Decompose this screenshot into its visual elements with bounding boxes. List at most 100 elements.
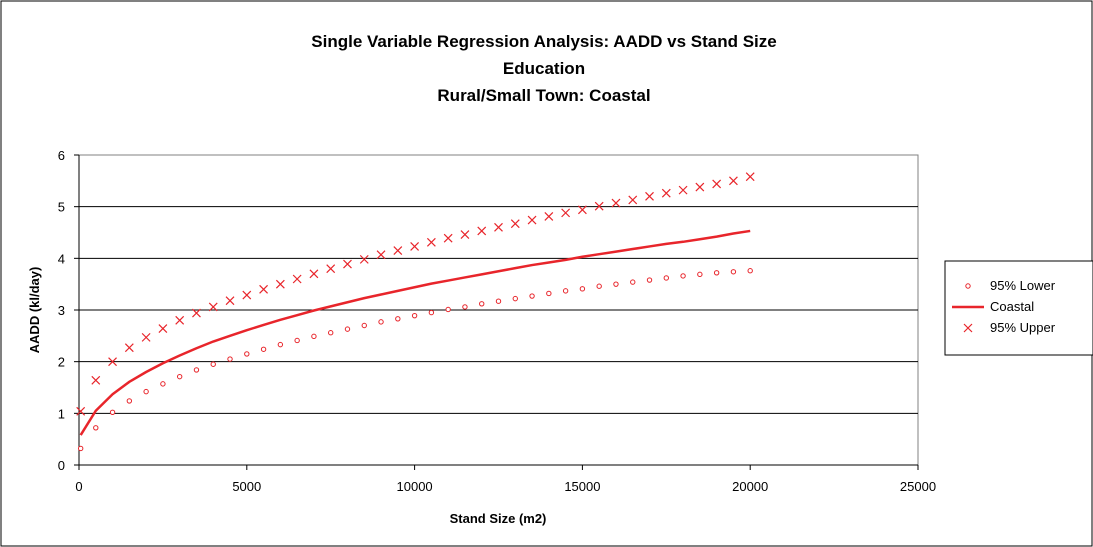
point-upper-36 [678, 185, 688, 195]
chart-title-line-2: Education [503, 59, 585, 78]
legend-label-2: 95% Upper [990, 320, 1056, 335]
point-upper-1 [91, 375, 101, 385]
point-upper-39 [728, 176, 738, 186]
y-tick-label-5: 5 [58, 200, 65, 215]
point-lower-6 [176, 373, 183, 380]
point-lower-29 [562, 288, 569, 294]
legend-label-1: Coastal [990, 299, 1034, 314]
x-tick-label-2: 10000 [397, 479, 433, 494]
y-tick-label-2: 2 [58, 355, 65, 370]
point-upper-14 [309, 269, 319, 279]
point-lower-21 [428, 309, 435, 316]
point-upper-3 [124, 343, 134, 353]
point-lower-28 [546, 290, 552, 297]
point-lower-36 [680, 273, 686, 279]
point-upper-4 [141, 332, 151, 342]
point-lower-32 [613, 281, 619, 287]
point-upper-16 [343, 259, 352, 269]
x-tick-labels: 0 5000 10000 15000 20000 25000 [75, 465, 936, 494]
point-upper-31 [594, 201, 604, 211]
y-tick-label-4: 4 [58, 251, 65, 266]
point-upper-40 [745, 172, 755, 182]
chart-title-line-1: Single Variable Regression Analysis: AAD… [311, 32, 776, 51]
point-lower-37 [697, 271, 703, 278]
point-lower-1 [93, 425, 99, 431]
y-tick-label-1: 1 [58, 406, 65, 421]
x-tick-label-0: 0 [75, 479, 82, 494]
point-upper-34 [645, 191, 654, 201]
point-lower-9 [227, 356, 233, 362]
x-tick-label-1: 5000 [232, 479, 261, 494]
y-tick-label-6: 6 [58, 148, 65, 163]
point-upper-22 [443, 233, 453, 243]
point-upper-18 [376, 250, 386, 260]
series-cross [76, 172, 755, 416]
point-lower-30 [579, 286, 586, 292]
point-upper-27 [527, 215, 537, 225]
chart-title-line-3: Rural/Small Town: Coastal [437, 86, 650, 105]
y-tick-labels: 0 1 2 3 4 5 6 [58, 148, 79, 473]
point-upper-21 [426, 237, 436, 247]
point-lower-3 [126, 398, 133, 404]
point-lower-5 [160, 381, 166, 387]
point-upper-37 [695, 182, 705, 192]
point-upper-8 [208, 302, 218, 312]
point-lower-39 [730, 269, 737, 275]
point-upper-15 [326, 264, 336, 274]
legend-marker-upper [963, 323, 973, 333]
point-lower-18 [378, 319, 384, 325]
point-upper-26 [510, 219, 520, 229]
point-upper-35 [661, 188, 671, 198]
legend-label-0: 95% Lower [990, 278, 1056, 293]
legend: 95% Lower Coastal 95% Upper [944, 260, 1093, 356]
x-tick-label-4: 20000 [732, 479, 768, 494]
point-upper-17 [359, 254, 369, 264]
x-axis-title: Stand Size (m2) [450, 511, 547, 526]
point-upper-2 [108, 357, 117, 367]
point-lower-27 [529, 293, 535, 299]
point-upper-12 [275, 279, 285, 289]
point-upper-24 [477, 226, 487, 236]
point-upper-25 [494, 222, 503, 232]
point-lower-16 [344, 326, 351, 332]
y-axis-title: AADD (kl/day) [27, 267, 42, 354]
point-lower-8 [210, 361, 216, 367]
point-lower-25 [495, 298, 502, 304]
point-lower-38 [713, 270, 720, 276]
point-upper-28 [544, 212, 554, 221]
point-lower-10 [244, 351, 250, 357]
point-upper-23 [460, 230, 470, 239]
point-lower-14 [311, 333, 317, 340]
point-upper-20 [410, 242, 420, 251]
point-lower-0 [77, 445, 84, 452]
point-lower-40 [747, 268, 753, 274]
point-lower-31 [596, 283, 602, 289]
point-lower-11 [260, 346, 267, 352]
y-tick-label-0: 0 [58, 458, 65, 473]
point-lower-23 [462, 304, 468, 310]
point-upper-5 [158, 324, 168, 334]
point-lower-33 [630, 279, 636, 285]
point-lower-19 [395, 316, 401, 322]
point-upper-13 [292, 274, 302, 284]
point-upper-0 [76, 406, 86, 416]
point-lower-34 [646, 277, 653, 283]
y-tick-label-3: 3 [58, 303, 65, 318]
point-lower-20 [411, 312, 418, 319]
x-tick-label-5: 25000 [900, 479, 936, 494]
point-lower-22 [445, 306, 451, 313]
point-upper-9 [225, 296, 235, 306]
point-upper-7 [192, 308, 201, 318]
point-upper-10 [242, 290, 252, 300]
point-lower-26 [512, 295, 518, 302]
point-lower-15 [328, 330, 334, 336]
legend-marker-lower [965, 283, 971, 289]
point-lower-7 [193, 367, 200, 373]
point-upper-38 [712, 179, 722, 189]
point-lower-4 [143, 388, 149, 395]
point-upper-29 [561, 208, 571, 218]
point-upper-6 [175, 315, 185, 325]
point-lower-17 [361, 322, 367, 329]
